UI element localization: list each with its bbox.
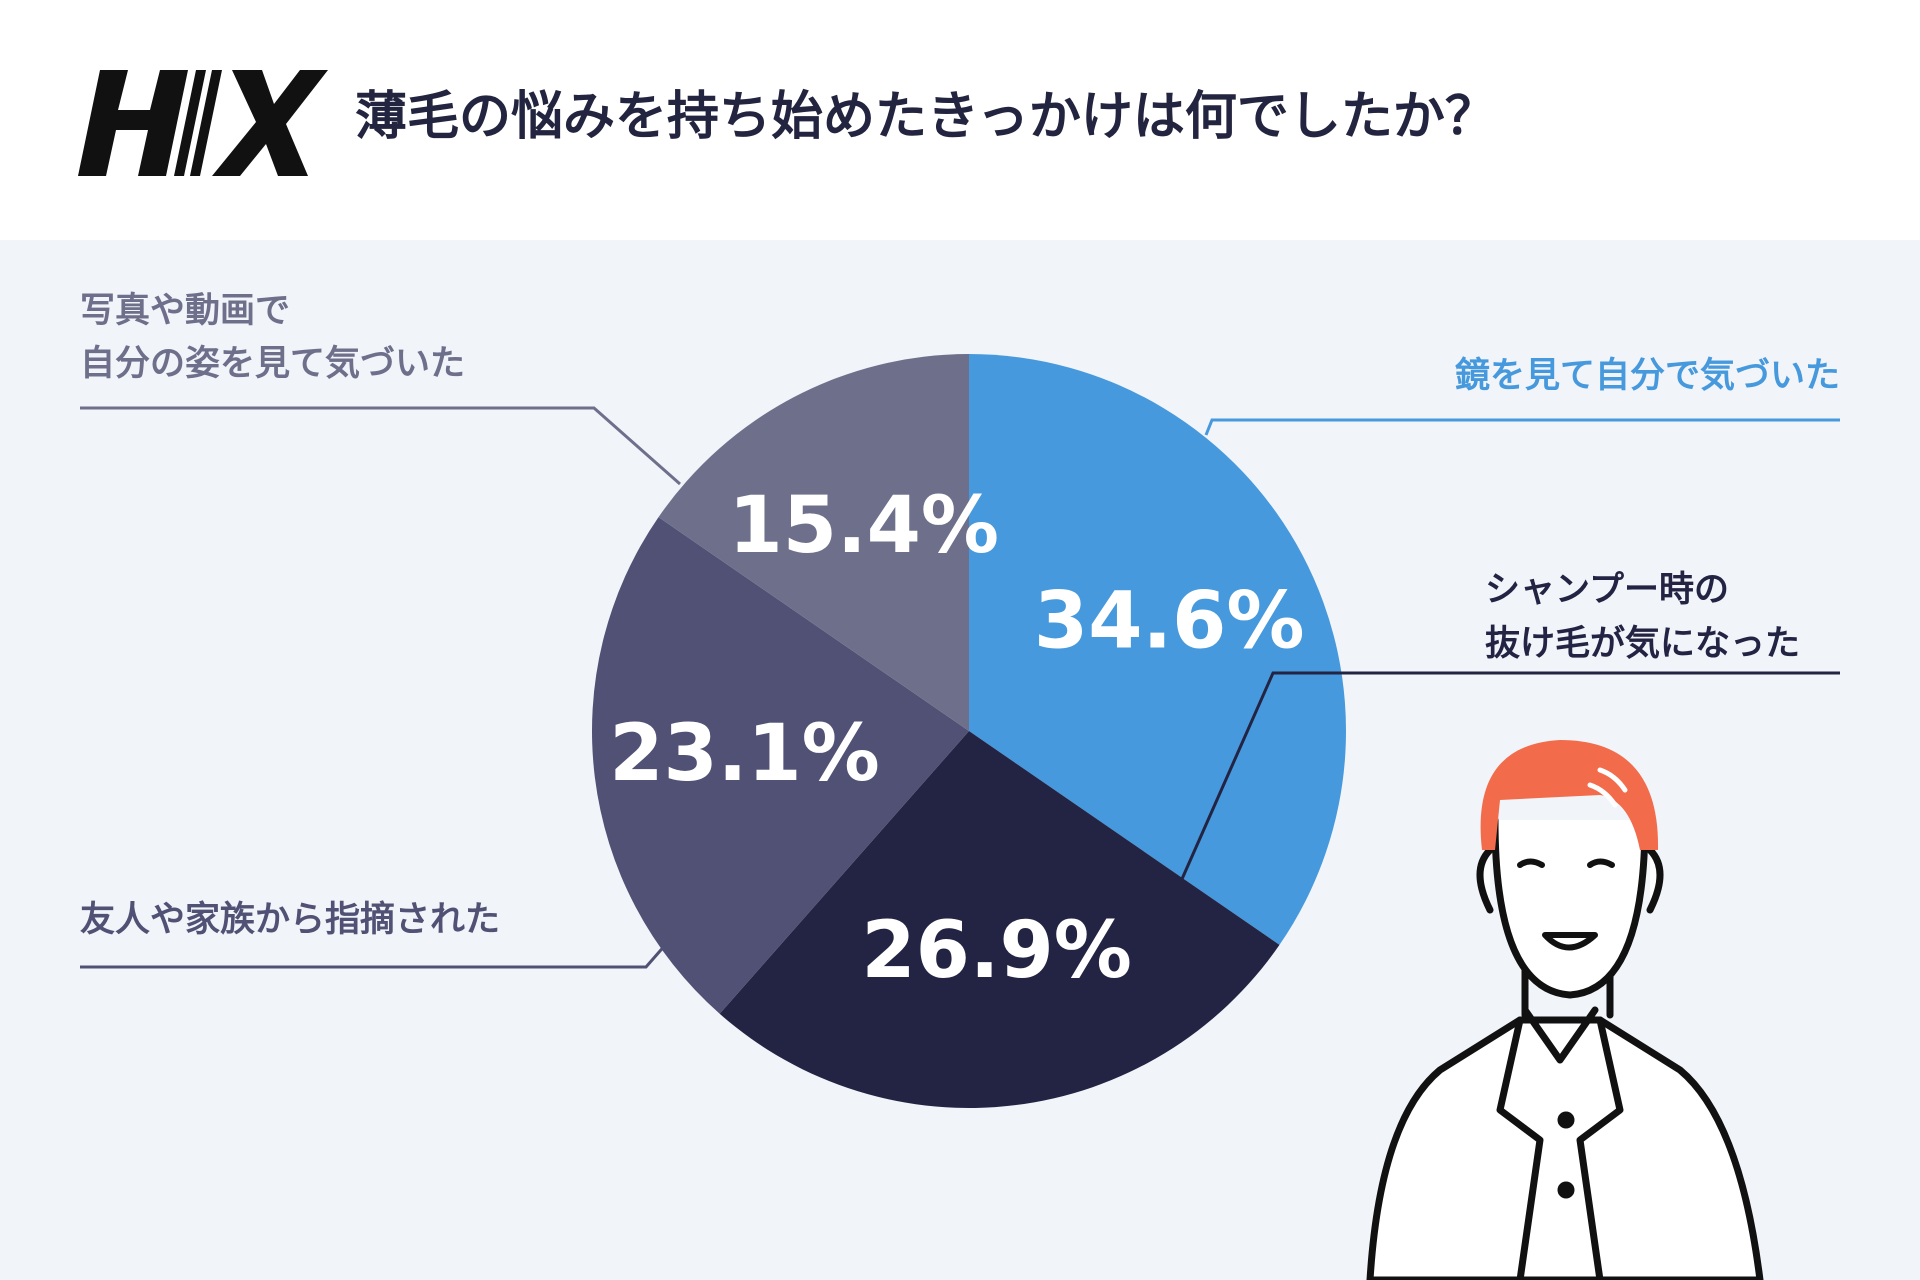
pie: 34.6% 26.9% 23.1% 15.4% — [591, 354, 1347, 1108]
pie-slice — [719, 731, 1280, 1108]
logo — [78, 70, 328, 176]
category-label: 自分の姿を見て気づいた — [80, 344, 465, 384]
category-label: 友人や家族から指摘された — [80, 900, 500, 940]
percent-label: 26.9% — [861, 906, 1132, 996]
pie-slice — [969, 354, 1347, 945]
pie-slice — [658, 354, 969, 731]
percent-label: 34.6% — [1034, 576, 1305, 666]
leader-line — [1204, 418, 1840, 436]
chart-title: 薄毛の悩みを持ち始めたきっかけは何でしたか？ — [355, 87, 1497, 147]
doctor-illustration — [1366, 740, 1764, 1280]
labels: 鏡を見て自分で気づいたシャンプー時の抜け毛が気になった友人や家族から指摘された写… — [80, 291, 1840, 969]
header-bg — [0, 0, 1920, 240]
leader-line — [80, 406, 681, 486]
percent-label: 15.4% — [728, 481, 999, 571]
pie-slice — [591, 517, 969, 1014]
category-label: 抜け毛が気になった — [1485, 624, 1800, 664]
percent-label: 23.1% — [609, 709, 880, 799]
category-label: シャンプー時の — [1485, 570, 1729, 610]
leader-line — [1180, 671, 1840, 880]
leader-line — [80, 942, 669, 969]
category-label: 鏡を見て自分で気づいた — [1455, 356, 1840, 396]
category-label: 写真や動画で — [80, 291, 290, 331]
